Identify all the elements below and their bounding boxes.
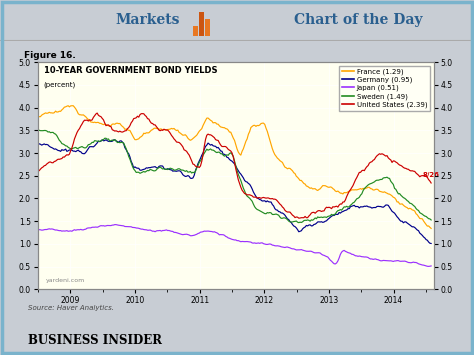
- Legend: France (1.29), Germany (0.95), Japan (0.51), Sweden (1.49), United States (2.39): France (1.29), Germany (0.95), Japan (0.…: [339, 66, 430, 111]
- Text: Markets: Markets: [116, 12, 180, 27]
- Text: BUSINESS INSIDER: BUSINESS INSIDER: [28, 334, 163, 347]
- Bar: [199, 12, 204, 36]
- Bar: [205, 19, 210, 36]
- Text: Source: Haver Analytics.: Source: Haver Analytics.: [28, 305, 114, 311]
- Text: Chart of the Day: Chart of the Day: [294, 12, 422, 27]
- Text: 10-YEAR GOVERNMENT BOND YIELDS: 10-YEAR GOVERNMENT BOND YIELDS: [44, 66, 218, 75]
- Text: Figure 16.: Figure 16.: [24, 51, 75, 60]
- Text: 8/26: 8/26: [423, 172, 439, 178]
- Bar: [192, 26, 198, 36]
- Text: yardeni.com: yardeni.com: [46, 278, 85, 283]
- Text: (percent): (percent): [44, 81, 76, 88]
